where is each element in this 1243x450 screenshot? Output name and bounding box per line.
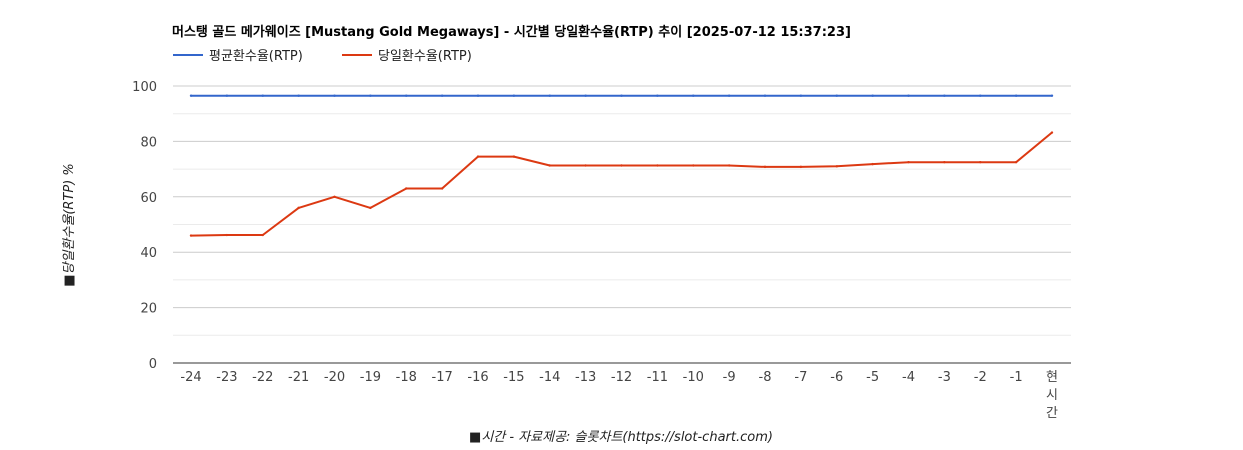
point-daily-rtp xyxy=(656,164,659,167)
x-tick-label: -23 xyxy=(216,370,237,385)
legend-label-daily-rtp: 당일환수율(RTP) xyxy=(378,49,472,64)
point-daily-rtp xyxy=(871,162,874,166)
point-daily-rtp xyxy=(476,155,480,158)
point-daily-rtp xyxy=(1014,160,1018,164)
x-tick-label: -3 xyxy=(938,370,951,385)
point-daily-rtp xyxy=(584,164,587,167)
series-lines xyxy=(189,94,1054,237)
point-average-rtp xyxy=(512,94,516,97)
x-tick-label: -14 xyxy=(539,370,560,385)
point-average-rtp xyxy=(692,94,695,97)
point-daily-rtp xyxy=(189,234,193,237)
point-daily-rtp xyxy=(440,187,444,190)
point-average-rtp xyxy=(548,94,551,97)
y-tick-label: 60 xyxy=(140,191,157,206)
point-average-rtp xyxy=(1014,94,1018,97)
point-average-rtp xyxy=(405,94,408,97)
x-tick-label: -21 xyxy=(288,370,309,385)
x-tick-label: -10 xyxy=(683,370,704,385)
point-daily-rtp xyxy=(763,165,767,169)
point-average-rtp xyxy=(656,94,659,97)
point-daily-rtp xyxy=(225,233,229,237)
x-tick-label: -22 xyxy=(252,370,273,385)
point-average-rtp xyxy=(1050,94,1054,97)
x-tick-label: -1 xyxy=(1010,370,1023,385)
point-daily-rtp xyxy=(548,164,551,167)
point-daily-rtp xyxy=(512,155,516,158)
point-average-rtp xyxy=(225,94,229,97)
point-daily-rtp xyxy=(333,195,336,198)
point-average-rtp xyxy=(440,94,444,97)
point-average-rtp xyxy=(835,94,838,97)
x-tick-label: -13 xyxy=(575,370,596,385)
y-tick-label: 80 xyxy=(140,135,157,150)
x-tick-label: -5 xyxy=(866,370,879,385)
y-tick-label: 100 xyxy=(132,80,157,95)
point-average-rtp xyxy=(871,94,874,97)
gridlines xyxy=(173,85,1071,336)
point-average-rtp xyxy=(584,94,587,97)
x-axis-title: ■시간 - 자료제공: 슬롯차트(https://slot-chart.com) xyxy=(469,430,773,445)
x-tick-label: -17 xyxy=(432,370,453,385)
point-daily-rtp xyxy=(369,206,372,210)
point-daily-rtp xyxy=(835,165,838,168)
point-average-rtp xyxy=(979,94,982,97)
legend-label-average-rtp: 평균환수율(RTP) xyxy=(209,49,303,64)
x-tick-label: -16 xyxy=(467,370,488,385)
point-average-rtp xyxy=(907,94,910,97)
point-average-rtp xyxy=(189,94,193,97)
point-average-rtp xyxy=(799,94,803,97)
point-average-rtp xyxy=(620,94,623,97)
x-tick-label: -11 xyxy=(647,370,668,385)
point-average-rtp xyxy=(943,94,946,97)
point-average-rtp xyxy=(727,94,731,97)
point-daily-rtp xyxy=(297,206,300,210)
point-average-rtp xyxy=(333,94,336,97)
y-tick-label: 40 xyxy=(140,246,157,261)
x-tick-label: -19 xyxy=(360,370,381,385)
y-tick-label: 0 xyxy=(149,357,157,372)
x-tick-label: -20 xyxy=(324,370,345,385)
point-average-rtp xyxy=(261,94,264,97)
series-line-daily-rtp xyxy=(190,131,1053,237)
y-tick-label: 20 xyxy=(140,302,157,317)
x-tick-label: -12 xyxy=(611,370,632,385)
x-tick-label: -7 xyxy=(794,370,807,385)
point-daily-rtp xyxy=(261,233,264,237)
x-tick-label: -2 xyxy=(974,370,987,385)
x-tick-label: -4 xyxy=(902,370,915,385)
x-tick-label: -15 xyxy=(503,370,524,385)
point-average-rtp xyxy=(297,94,300,97)
x-tick-label: -6 xyxy=(830,370,843,385)
point-daily-rtp xyxy=(1050,131,1054,134)
point-daily-rtp xyxy=(979,160,982,164)
x-tick-label: -24 xyxy=(180,370,201,385)
point-daily-rtp xyxy=(727,164,731,167)
point-average-rtp xyxy=(476,94,480,97)
point-daily-rtp xyxy=(692,164,695,167)
legend: 평균환수율(RTP) 당일환수율(RTP) xyxy=(173,49,472,64)
x-tick-label: -9 xyxy=(723,370,736,385)
point-average-rtp xyxy=(763,94,767,97)
y-axis-title: ■당일환수율(RTP) % xyxy=(62,163,77,287)
point-daily-rtp xyxy=(620,164,623,167)
x-tick-label: -8 xyxy=(759,370,772,385)
point-daily-rtp xyxy=(943,160,946,164)
point-daily-rtp xyxy=(405,187,408,190)
chart-title: 머스탱 골드 메가웨이즈 [Mustang Gold Megaways] - 시… xyxy=(172,24,851,40)
y-axis-ticks: 0 20 40 60 80 100 xyxy=(132,80,157,372)
x-tick-label: -18 xyxy=(396,370,417,385)
point-average-rtp xyxy=(369,94,372,97)
point-daily-rtp xyxy=(907,160,910,164)
x-axis-ticks: -24 -23 -22 -21 -20 -19 -18 -17 -16 -15 -14 -13 -12-… xyxy=(180,370,1058,421)
point-daily-rtp xyxy=(799,165,803,169)
